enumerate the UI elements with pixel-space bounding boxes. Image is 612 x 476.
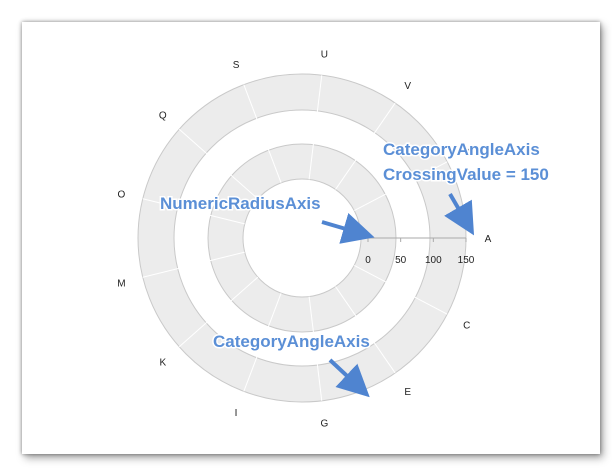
- category-label: S: [233, 60, 240, 71]
- angle-gridlines: [142, 75, 466, 401]
- angle-gridline: [243, 84, 282, 184]
- category-label: G: [321, 419, 329, 430]
- category-label: E: [404, 387, 411, 398]
- annotation-crossing-line1: CategoryAngleAxis: [383, 140, 540, 159]
- angle-axis-arrow: [328, 358, 370, 398]
- radius-tick-label: 100: [425, 255, 442, 266]
- category-label: M: [117, 279, 125, 290]
- crossing-arrow: [444, 192, 475, 236]
- angle-gridline: [354, 264, 448, 315]
- angle-gridline: [142, 198, 245, 225]
- angle-gridline: [308, 296, 323, 401]
- category-label: I: [235, 408, 238, 419]
- angle-gridline: [178, 276, 259, 348]
- angle-gridline: [243, 292, 282, 392]
- category-label: K: [159, 357, 166, 368]
- category-label: U: [321, 49, 328, 60]
- radius-axis-arrow: [321, 213, 375, 244]
- angle-gridline: [142, 251, 245, 278]
- category-label: O: [118, 189, 126, 200]
- category-labels: A C E G I K M O Q S U V Y: [117, 49, 491, 429]
- category-label: C: [463, 320, 470, 331]
- annotation-numeric-radius: NumericRadiusAxis: [160, 194, 321, 213]
- category-label: A: [485, 234, 492, 245]
- category-label: Y: [463, 148, 470, 159]
- angle-gridline: [335, 286, 396, 374]
- annotation-crossing-line2: CrossingValue = 150: [383, 165, 549, 184]
- angle-gridline: [178, 128, 259, 200]
- annotation-angle-axis: CategoryAngleAxis: [213, 332, 370, 351]
- angle-gridline: [335, 102, 396, 190]
- category-label: V: [404, 81, 411, 92]
- angle-gridline: [354, 161, 448, 212]
- radial-bands: [137, 73, 467, 403]
- radius-tick-label: 0: [365, 255, 371, 266]
- radius-tick-label: 50: [395, 255, 407, 266]
- angle-gridline: [308, 75, 323, 180]
- radius-tick-label: 150: [458, 255, 475, 266]
- category-label: Q: [159, 111, 167, 122]
